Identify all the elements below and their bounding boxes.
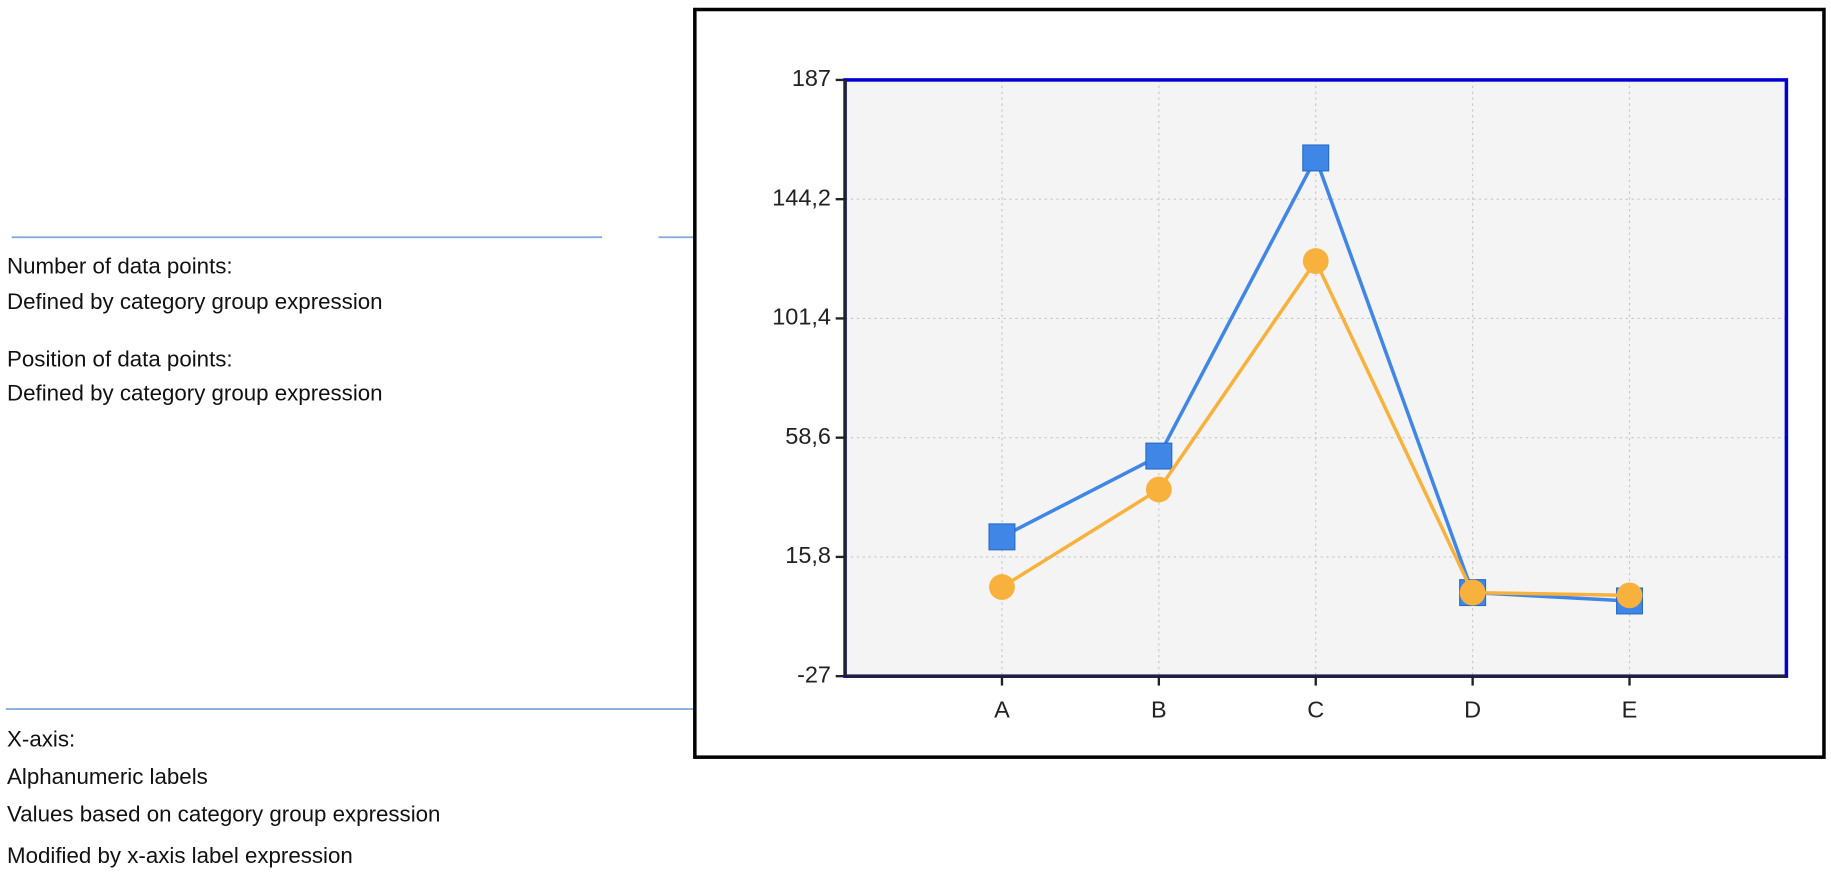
x-tick-label: E bbox=[1622, 697, 1638, 723]
note-text: Number of data points: bbox=[7, 254, 233, 279]
x-tick-label: A bbox=[994, 697, 1010, 723]
y-tick-label: 15,8 bbox=[785, 542, 831, 568]
y-tick-label: 58,6 bbox=[785, 423, 831, 449]
point-marker bbox=[1302, 144, 1330, 172]
point-marker bbox=[989, 574, 1015, 600]
note-text: Position of data points: bbox=[7, 346, 233, 371]
x-tick-label: B bbox=[1151, 697, 1167, 723]
point-marker bbox=[988, 523, 1016, 551]
point-marker bbox=[1145, 476, 1172, 503]
point-marker bbox=[1302, 248, 1329, 274]
y-tick-label: 187 bbox=[792, 65, 831, 91]
note-text: Alphanumeric labels bbox=[7, 764, 208, 789]
point-marker bbox=[1616, 582, 1643, 609]
note-text: X-axis: bbox=[7, 727, 75, 752]
y-tick-label: 101,4 bbox=[772, 304, 831, 330]
chart: Number of data points: Defined by categor… bbox=[7, 65, 1789, 868]
note-text: Defined by category group expression bbox=[7, 380, 383, 405]
y-tick-label: 144,2 bbox=[772, 184, 831, 210]
y-tick-label: -27 bbox=[797, 661, 831, 687]
point-marker bbox=[1459, 579, 1486, 606]
note-text: Defined by category group expression bbox=[7, 289, 383, 314]
point-marker bbox=[1145, 442, 1173, 470]
note-text: Modified by x-axis label expression bbox=[7, 843, 353, 868]
note-text: Values based on category group expressio… bbox=[7, 802, 440, 827]
x-tick-label: D bbox=[1464, 697, 1481, 723]
x-tick-label: C bbox=[1307, 697, 1324, 723]
